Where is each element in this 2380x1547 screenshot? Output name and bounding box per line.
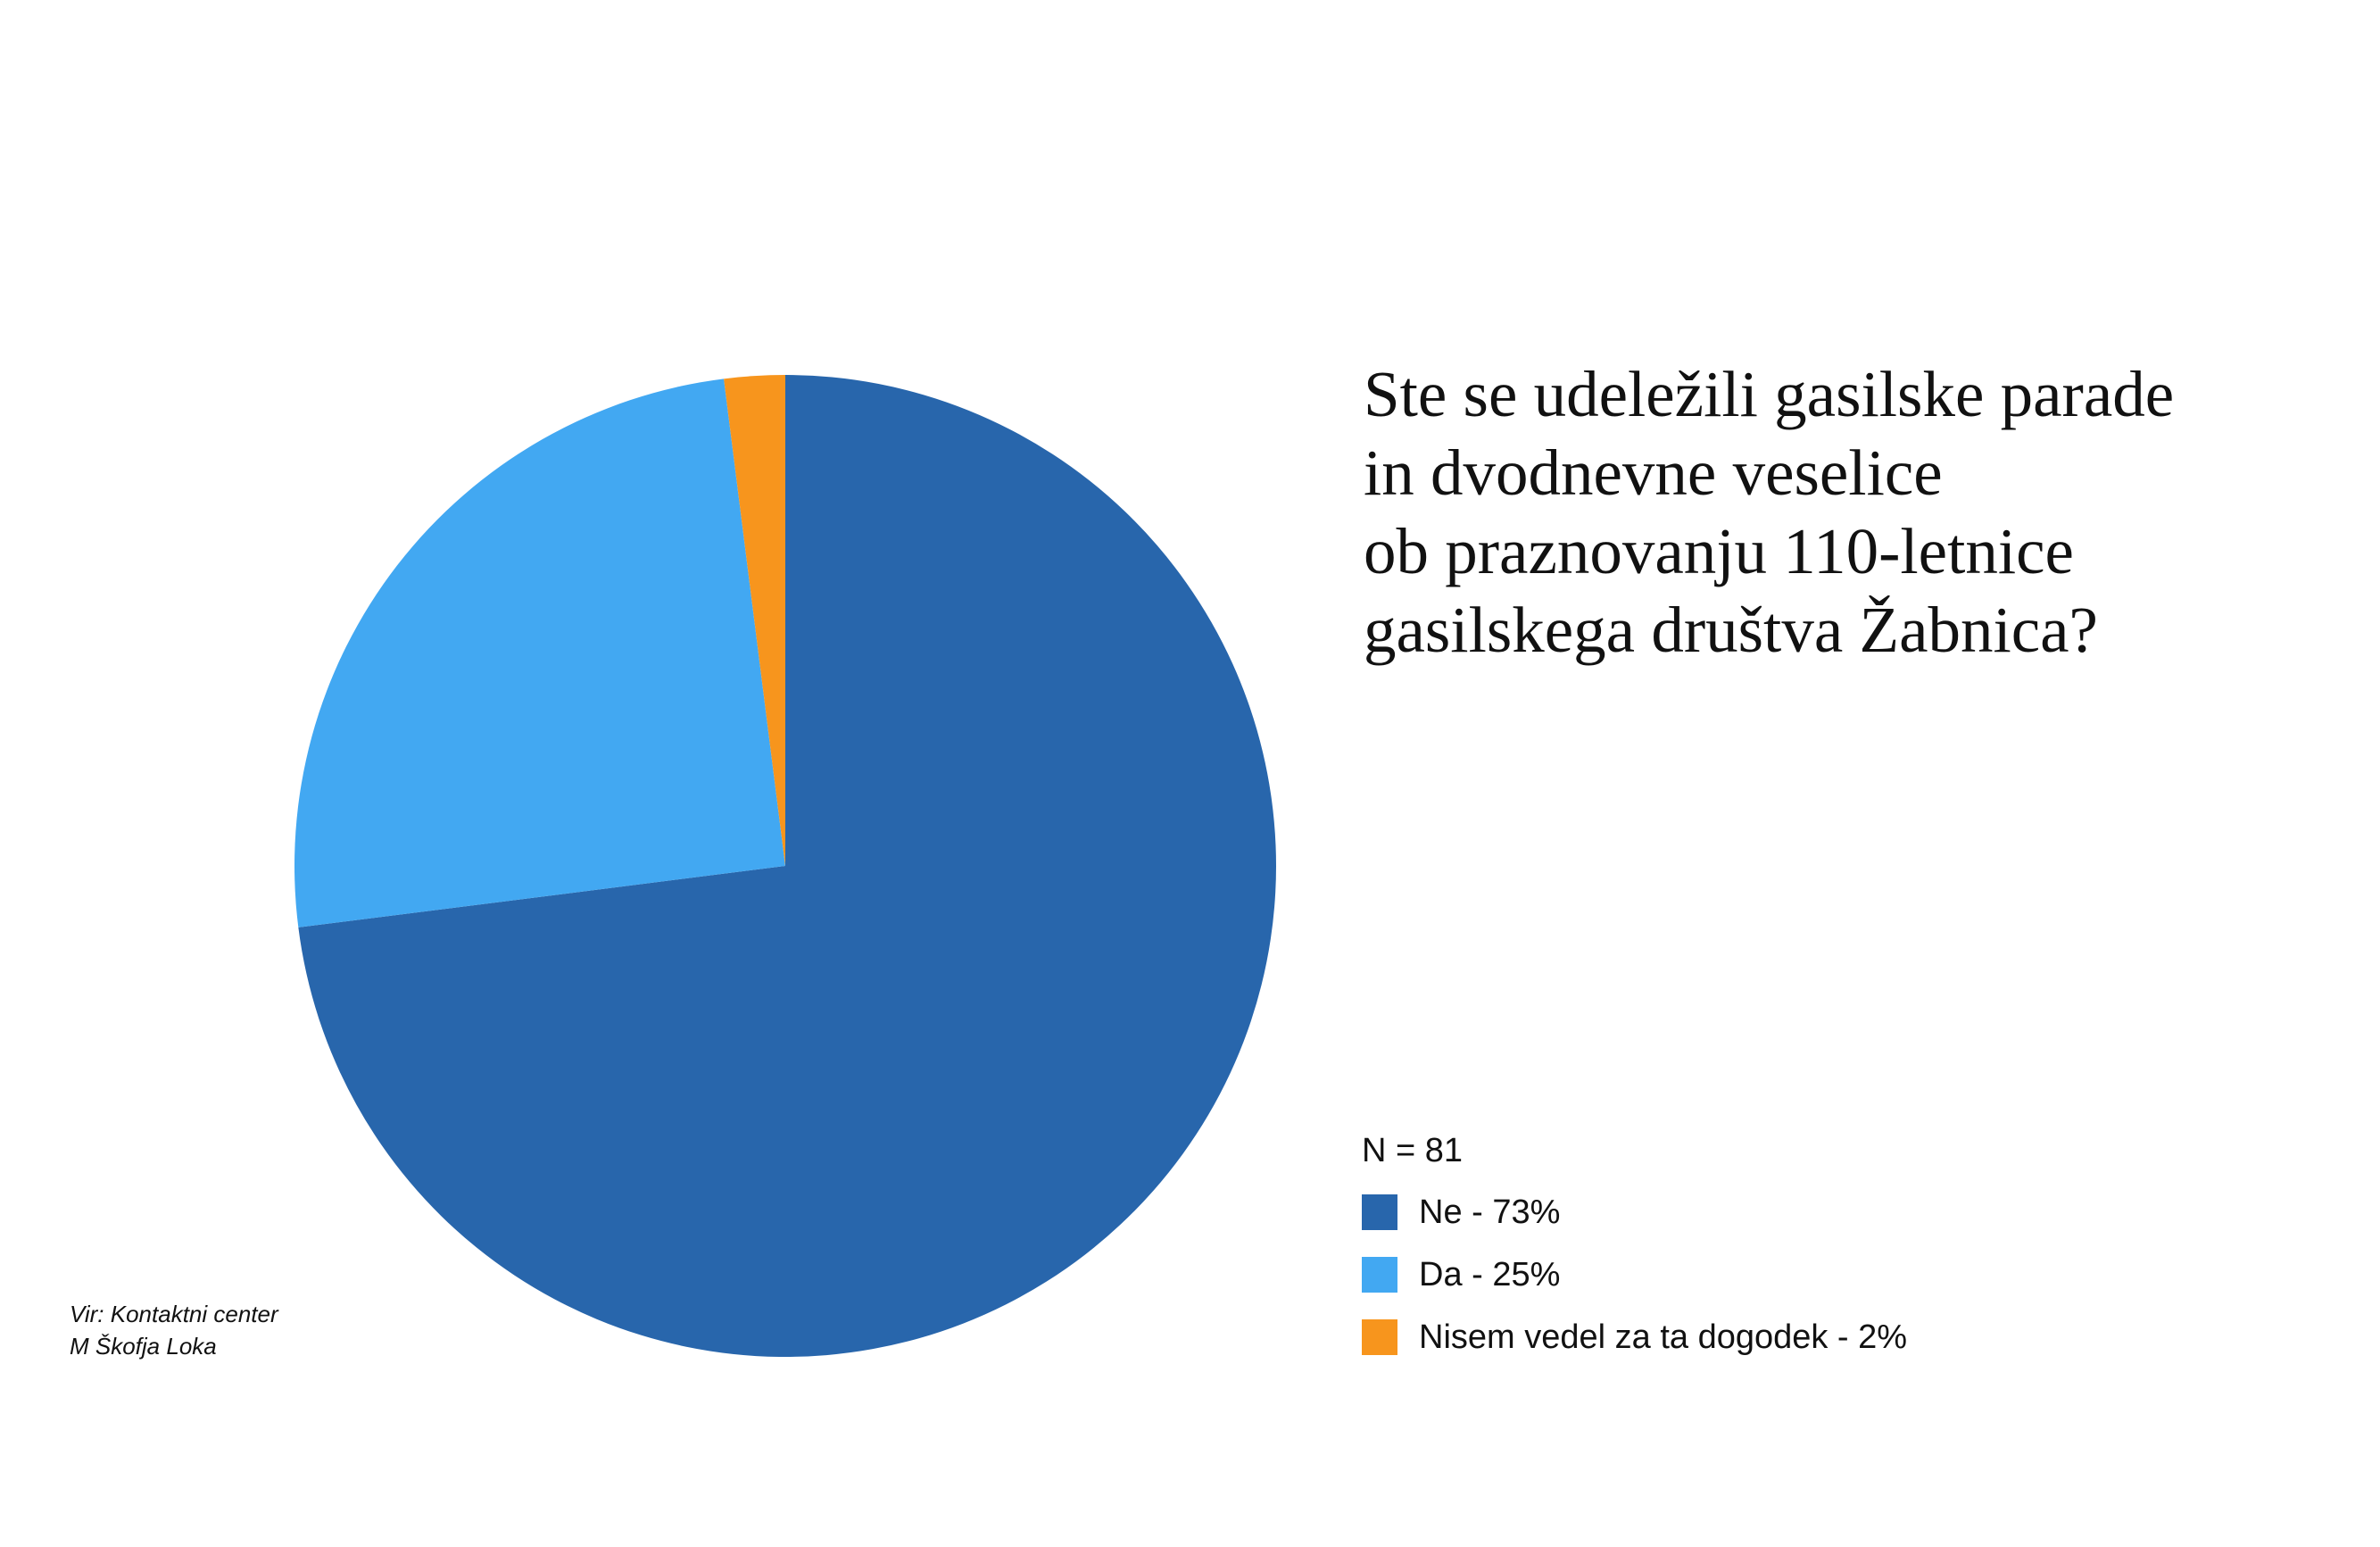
sample-size-label: N = 81 <box>1362 1132 1464 1169</box>
source-line-1: Vir: Kontaktni center <box>70 1301 278 1327</box>
chart-title: Ste se udeležili gasilske parade in dvod… <box>1364 355 2345 670</box>
pie-slice-ne <box>298 375 1276 1357</box>
pie-slice-nisem-vedel <box>724 375 785 866</box>
legend-label-nisem-vedel: Nisem vedel za ta dogodek - 2% <box>1419 1318 1908 1356</box>
legend-swatch-nisem-vedel <box>1362 1319 1397 1355</box>
source-note: Vir: Kontaktni center M Škofja Loka <box>70 1298 278 1362</box>
pie-slices <box>294 375 1276 1357</box>
legend-swatch-ne <box>1362 1194 1397 1230</box>
chart-title-line-2: in dvodnevne veselice <box>1364 437 1943 509</box>
legend-swatch-da <box>1362 1257 1397 1293</box>
chart-title-line-1: Ste se udeležili gasilske parade <box>1364 358 2175 430</box>
chart-title-line-4: gasilskega društva Žabnica? <box>1364 594 2098 666</box>
chart-title-line-3: ob praznovanju 110-letnice <box>1364 515 2074 587</box>
pie-slice-da <box>294 378 785 927</box>
source-line-2: M Škofja Loka <box>70 1333 217 1360</box>
legend-label-ne: Ne - 73% <box>1419 1194 1561 1231</box>
legend-label-da: Da - 25% <box>1419 1256 1561 1293</box>
